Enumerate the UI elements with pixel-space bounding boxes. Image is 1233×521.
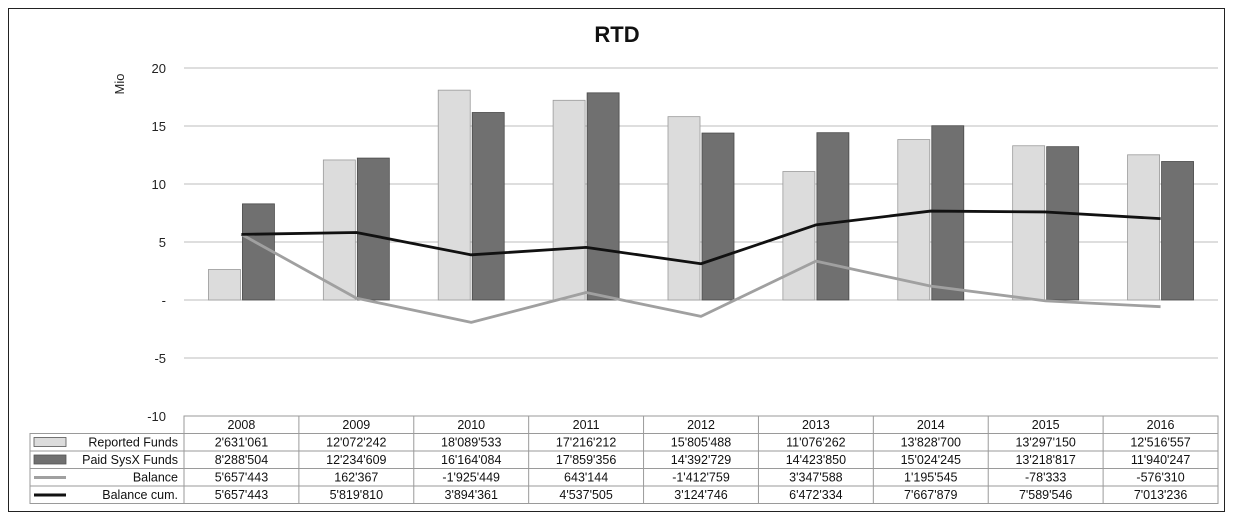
x-tick-label: 2011	[573, 418, 600, 432]
bar-reported-funds-2016	[1127, 154, 1160, 301]
bar-paid-sysx-funds-2016	[1161, 161, 1194, 301]
x-tick-label: 2012	[687, 418, 715, 432]
table-cell: 1'195'545	[904, 471, 957, 485]
table-cell: -78'333	[1025, 471, 1066, 485]
legend-key-paid-sysx-funds	[33, 454, 67, 465]
line-balance-cum-	[241, 209, 1161, 266]
x-tick-label: 2008	[228, 418, 256, 432]
bar-reported-funds-2013	[782, 171, 816, 301]
bar-reported-funds-2014	[897, 139, 931, 301]
table-cell: -1'925'449	[442, 471, 500, 485]
legend-label: Balance	[133, 471, 178, 485]
y-axis-label: Mio	[112, 74, 127, 95]
table-cell: 12'072'242	[326, 436, 386, 450]
x-tick-label: 2010	[457, 418, 485, 432]
bar-paid-sysx-funds-2009	[356, 157, 390, 301]
table-cell: 8'288'504	[215, 453, 268, 467]
y-tick-label: 10	[152, 177, 166, 192]
bar-reported-funds-2009	[322, 159, 356, 301]
bar-reported-funds-2011	[552, 99, 586, 301]
table-cell: 2'631'061	[215, 436, 268, 450]
table-cell: 15'024'245	[901, 453, 961, 467]
table-cell: 17'216'212	[556, 436, 616, 450]
y-tick-label: 5	[159, 235, 166, 250]
x-tick-label: 2009	[342, 418, 370, 432]
bar-paid-sysx-funds-2012	[701, 132, 735, 301]
table-cell: 7'013'236	[1134, 488, 1187, 502]
table-cell: 13'297'150	[1015, 436, 1075, 450]
table-cell: 14'392'729	[671, 453, 731, 467]
table-cell: 13'828'700	[901, 436, 961, 450]
table-cell: 14'423'850	[786, 453, 846, 467]
y-tick-label: 15	[152, 119, 166, 134]
bar-paid-sysx-funds-2014	[931, 125, 965, 301]
table-cell: 11'076'262	[786, 436, 846, 450]
table-cell: 4'537'505	[559, 488, 612, 502]
y-tick-label: -	[162, 293, 166, 308]
table-cell: 3'347'588	[789, 471, 842, 485]
x-tick-label: 2015	[1032, 418, 1060, 432]
legend-label: Reported Funds	[88, 436, 178, 450]
table-cell: 11'940'247	[1131, 453, 1191, 467]
bar-reported-funds-2012	[667, 116, 701, 301]
table-cell: -1'412'759	[672, 471, 730, 485]
table-cell: 15'805'488	[671, 436, 731, 450]
y-tick-label: 20	[152, 61, 166, 76]
bar-paid-sysx-funds-2010	[471, 112, 505, 301]
legend-label: Balance cum.	[102, 488, 178, 502]
table-cell: 6'472'334	[789, 488, 842, 502]
bar-reported-funds-2015	[1012, 145, 1046, 301]
table-cell: 162'367	[334, 471, 378, 485]
y-tick-label: -10	[147, 409, 166, 424]
table-cell: 5'819'810	[330, 488, 383, 502]
table-cell: 17'859'356	[556, 453, 616, 467]
x-tick-label: 2016	[1147, 418, 1175, 432]
table-cell: 3'124'746	[674, 488, 727, 502]
table-cell: 7'667'879	[904, 488, 957, 502]
table-cell: 5'657'443	[215, 471, 268, 485]
table-cell: -576'310	[1136, 471, 1184, 485]
x-tick-label: 2014	[917, 418, 945, 432]
bar-paid-sysx-funds-2008	[242, 203, 275, 301]
chart-title: RTD	[594, 22, 639, 47]
bar-reported-funds-2008	[208, 269, 241, 301]
table-cell: 13'218'817	[1015, 453, 1075, 467]
table-cell: 12'234'609	[326, 453, 386, 467]
table-cell: 18'089'533	[441, 436, 501, 450]
legend-key-reported-funds	[33, 437, 67, 447]
bar-paid-sysx-funds-2013	[816, 132, 850, 301]
line-balance	[240, 233, 1161, 324]
bar-paid-sysx-funds-2011	[586, 92, 620, 301]
table-cell: 643'144	[564, 471, 608, 485]
table-cell: 3'894'361	[445, 488, 498, 502]
legend-label: Paid SysX Funds	[82, 453, 178, 467]
table-cell: 7'589'546	[1019, 488, 1072, 502]
table-cell: 5'657'443	[215, 488, 268, 502]
table-cell: 12'516'557	[1130, 436, 1190, 450]
bar-paid-sysx-funds-2015	[1046, 146, 1080, 301]
y-tick-label: -5	[154, 351, 166, 366]
x-tick-label: 2013	[802, 418, 830, 432]
chart-frame	[8, 8, 1225, 512]
table-cell: 16'164'084	[441, 453, 501, 467]
bar-reported-funds-2010	[437, 89, 471, 301]
